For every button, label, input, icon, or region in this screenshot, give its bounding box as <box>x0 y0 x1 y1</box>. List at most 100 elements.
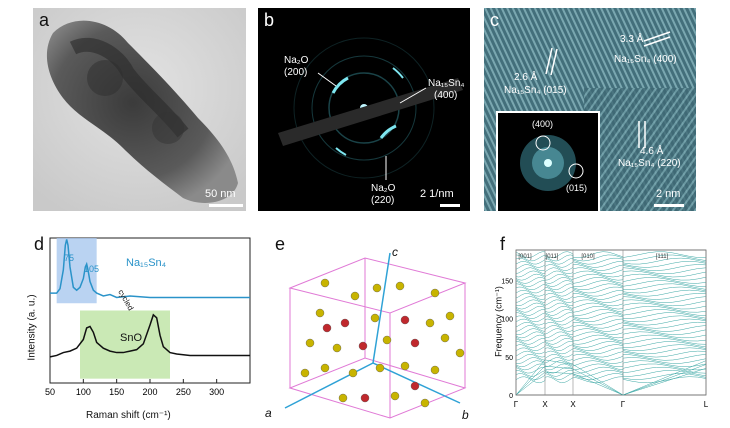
phase-label-sno: SnO <box>120 332 143 344</box>
phonon-branch-36 <box>515 261 707 268</box>
direction-label-2: [010] <box>581 254 595 260</box>
annot-phase1: Na₁₅Sn₄ (400) <box>614 54 677 65</box>
diffraction-pattern <box>258 8 470 211</box>
raman-chart: 50 100 150 200 250 300 <box>45 237 251 397</box>
atom-5 <box>315 308 325 318</box>
atom-16 <box>320 363 330 373</box>
atom-0 <box>320 278 330 288</box>
panel-e-crystal: e a b c <box>265 228 480 428</box>
atom-12 <box>358 341 368 351</box>
atom-9 <box>425 318 435 328</box>
atom-17 <box>348 368 358 378</box>
panel-label-d: d <box>34 234 45 254</box>
panel-label-f: f <box>500 234 506 254</box>
atom-25 <box>360 393 370 403</box>
annot-d3: 4.6 Å <box>640 146 664 157</box>
panel-d-raman: d 50 100 150 200 250 300 75 105 Na₁₅Sn₄ SnO c… <box>10 228 260 428</box>
y-tick-label-3: 150 <box>501 279 513 286</box>
atom-18 <box>375 363 385 373</box>
annot-na2o-200-name: Na₂O <box>284 55 309 66</box>
unit-cell-diagram <box>284 252 467 419</box>
x-tick-label-4: 250 <box>176 387 191 397</box>
axis-label-c: c <box>392 245 398 259</box>
kpoint-label-3: Γ <box>621 400 626 409</box>
y-tick-label-0: 0 <box>509 393 513 400</box>
axis-label-b: b <box>462 408 469 422</box>
kpoint-label-4: L <box>704 400 709 409</box>
atom-15 <box>440 333 450 343</box>
atom-6 <box>340 318 350 328</box>
annot-na15sn4-idx: (400) <box>434 90 458 101</box>
scale-bar <box>440 204 460 207</box>
kpoint-label-2: X <box>570 400 576 409</box>
atom-8 <box>400 315 410 325</box>
atom-22 <box>338 393 348 403</box>
annot-phase2: Na₁₅Sn₄ (015) <box>504 85 567 96</box>
annot-d1: 3.3 Å <box>620 34 644 45</box>
atom-28 <box>445 311 455 321</box>
panel-f-phonon: f Γ X X Γ L [001] [011] [010] [111] 0 50 100 150 Fre… <box>480 228 720 428</box>
scale-bar-label: 50 nm <box>205 188 236 200</box>
phonon-branch-9 <box>515 347 707 355</box>
phonon-branch-18 <box>515 318 707 326</box>
kpoint-label-0: Γ <box>514 400 519 409</box>
phonon-branch-14 <box>515 331 707 339</box>
panel-a-tem-image: a 50 nm <box>33 8 246 211</box>
panel-b-saed: b Na₂O (200) Na₁₅Sn₄ (400) Na₂O (220) 2 … <box>258 8 470 211</box>
panel-c-hrtem: c 3.3 Å Na₁₅Sn₄ (400) 2.6 Å Na₁₅Sn₄ (015… <box>484 8 696 211</box>
x-tick-label-1: 100 <box>76 387 91 397</box>
unit-cell <box>288 257 467 419</box>
series-line-1 <box>49 313 250 358</box>
phonon-dispersion: Γ X X Γ L [001] [011] [010] [111] 0 50 100 150 <box>501 249 709 409</box>
atom-21 <box>455 348 465 358</box>
atom-4 <box>430 288 440 298</box>
phonon-branch-27 <box>515 289 707 297</box>
panel-label-c: c <box>490 10 499 30</box>
axis-label-a: a <box>265 406 272 420</box>
series-line-0 <box>50 239 250 299</box>
annot-na15sn4-name: Na₁₅Sn₄ <box>428 78 465 89</box>
direction-label-0: [001] <box>518 254 532 260</box>
phonon-branch-23 <box>515 302 707 310</box>
fft-pattern <box>520 135 584 191</box>
phonon-branch-5 <box>515 360 707 368</box>
fft-inset: (400) (015) <box>496 111 600 211</box>
scale-bar-label: 2 nm <box>656 188 681 200</box>
fft-spot-015: (015) <box>566 183 588 193</box>
panel-label-b: b <box>264 10 275 30</box>
scale-bar <box>654 204 684 207</box>
phonon-branch-32 <box>515 273 707 281</box>
highlight-sno <box>80 310 170 379</box>
annot-phase3: Na₁₅Sn₄ (220) <box>618 158 681 169</box>
peak-label-75: 75 <box>64 253 75 263</box>
y-tick-label-2: 100 <box>501 317 513 324</box>
atom-19 <box>400 361 410 371</box>
annot-na2o-220-idx: (220) <box>371 195 395 206</box>
tem-micrograph <box>33 8 246 211</box>
phase-label-na15sn4: Na₁₅Sn₄ <box>126 257 167 269</box>
atom-14 <box>410 338 420 348</box>
y-axis-label: Intensity (a. u.) <box>26 294 38 361</box>
atom-1 <box>350 291 360 301</box>
x-tick-label-0: 50 <box>45 387 55 397</box>
lattice-markers <box>545 31 671 148</box>
panel-label-e: e <box>275 234 286 254</box>
scale-bar-label: 2 1/nm <box>420 188 454 200</box>
phonon-branch-15 <box>515 328 707 335</box>
panel-label-a: a <box>39 10 50 30</box>
atom-11 <box>332 343 342 353</box>
x-tick-label-2: 150 <box>109 387 124 397</box>
x-axis-label: Raman shift (cm⁻¹) <box>86 410 171 421</box>
x-tick-label-3: 200 <box>142 387 157 397</box>
peak-label-105: 105 <box>84 264 100 274</box>
atom-27 <box>322 323 332 333</box>
phonon-branch-39 <box>515 251 707 259</box>
y-axis-label: Frequency (cm⁻¹) <box>493 286 504 357</box>
atom-10 <box>305 338 315 348</box>
atom-20 <box>430 365 440 375</box>
atom-24 <box>420 398 430 408</box>
saed-arrows <box>317 72 427 180</box>
atom-2 <box>372 283 382 293</box>
atom-13 <box>382 335 392 345</box>
atom-29 <box>300 368 310 378</box>
